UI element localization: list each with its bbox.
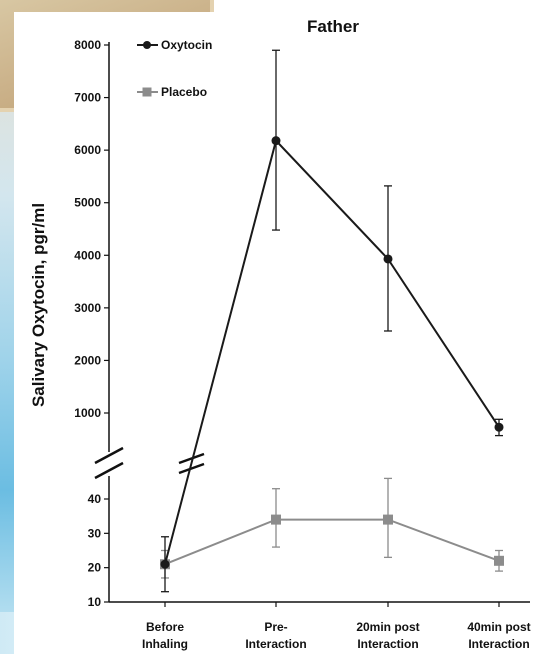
x-tick-label: Before: [146, 620, 184, 634]
x-tick-label: Inhaling: [142, 637, 188, 651]
data-point: [383, 254, 393, 264]
x-tick-label: Interaction: [245, 637, 306, 651]
y-tick-labels: 1000 2000 3000 4000 5000 6000 7000 8000 10 20 30 40: [74, 38, 101, 609]
axis-break-mark: [94, 446, 124, 465]
legend-item-placebo: Placebo: [137, 85, 207, 99]
data-point: [494, 422, 504, 432]
x-tick-label: 20min post: [356, 620, 419, 634]
x-tick-label: Interaction: [468, 637, 529, 651]
y-tick-label: 30: [88, 526, 102, 540]
series-break-mark: [178, 462, 205, 475]
chart-title: Father: [307, 17, 359, 36]
x-tick-label: Interaction: [357, 637, 418, 651]
y-tick-label: 4000: [74, 248, 101, 262]
x-tick-labels: Before Inhaling Pre- Interaction 20min post I…: [142, 620, 531, 651]
y-tick-label: 20: [88, 561, 102, 575]
data-point: [160, 559, 170, 569]
data-point: [271, 136, 281, 146]
y-tick-label: 7000: [74, 91, 101, 105]
legend-marker: [142, 87, 152, 97]
series-line: [164, 138, 500, 565]
data-point: [494, 555, 504, 566]
y-tick-label: 1000: [74, 406, 101, 420]
y-tick-label: 5000: [74, 196, 101, 210]
y-tick-label: 3000: [74, 301, 101, 315]
y-tick-label: 10: [88, 595, 102, 609]
series-break-mark: [178, 452, 205, 465]
y-tick-label: 40: [88, 492, 102, 506]
y-axis-label: Salivary Oxytocin, pgr/ml: [29, 203, 48, 407]
legend-label: Placebo: [161, 85, 207, 99]
series-group: [160, 49, 504, 593]
legend-item-oxytocin: Oxytocin: [137, 38, 212, 52]
series-placebo: [160, 477, 504, 579]
series-oxytocin: [160, 49, 504, 593]
legend-marker: [143, 41, 151, 49]
x-tick-label: 40min post: [467, 620, 530, 634]
legend-label: Oxytocin: [161, 38, 212, 52]
axes: [94, 42, 530, 607]
y-tick-label: 8000: [74, 38, 101, 52]
series-line: [164, 518, 500, 566]
y-tick-label: 2000: [74, 353, 101, 367]
y-tick-label: 6000: [74, 143, 101, 157]
data-point: [271, 514, 281, 525]
axis-break-mark: [94, 461, 124, 480]
legend: Oxytocin Placebo: [137, 38, 212, 99]
data-point: [383, 514, 393, 525]
x-tick-label: Pre-: [264, 620, 287, 634]
